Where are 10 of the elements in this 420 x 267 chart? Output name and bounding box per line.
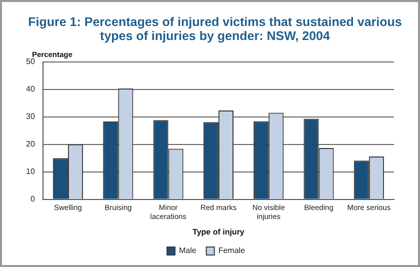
legend-label: Female [218,246,246,256]
legend-label: Male [178,246,197,256]
x-axis-title: Type of injury [192,227,245,236]
y-tick-label: 10 [26,167,36,176]
y-tick-label: 40 [26,84,36,94]
y-tick-label: 30 [26,112,36,122]
y-tick-label: 50 [26,57,36,66]
y-tick-label: 0 [30,194,36,204]
chart-title: Figure 1: Percentages of injured victims that sustained various types of injuries by gender: NSW, 2004 [27,14,403,45]
y-tick-label: 20 [26,140,36,149]
